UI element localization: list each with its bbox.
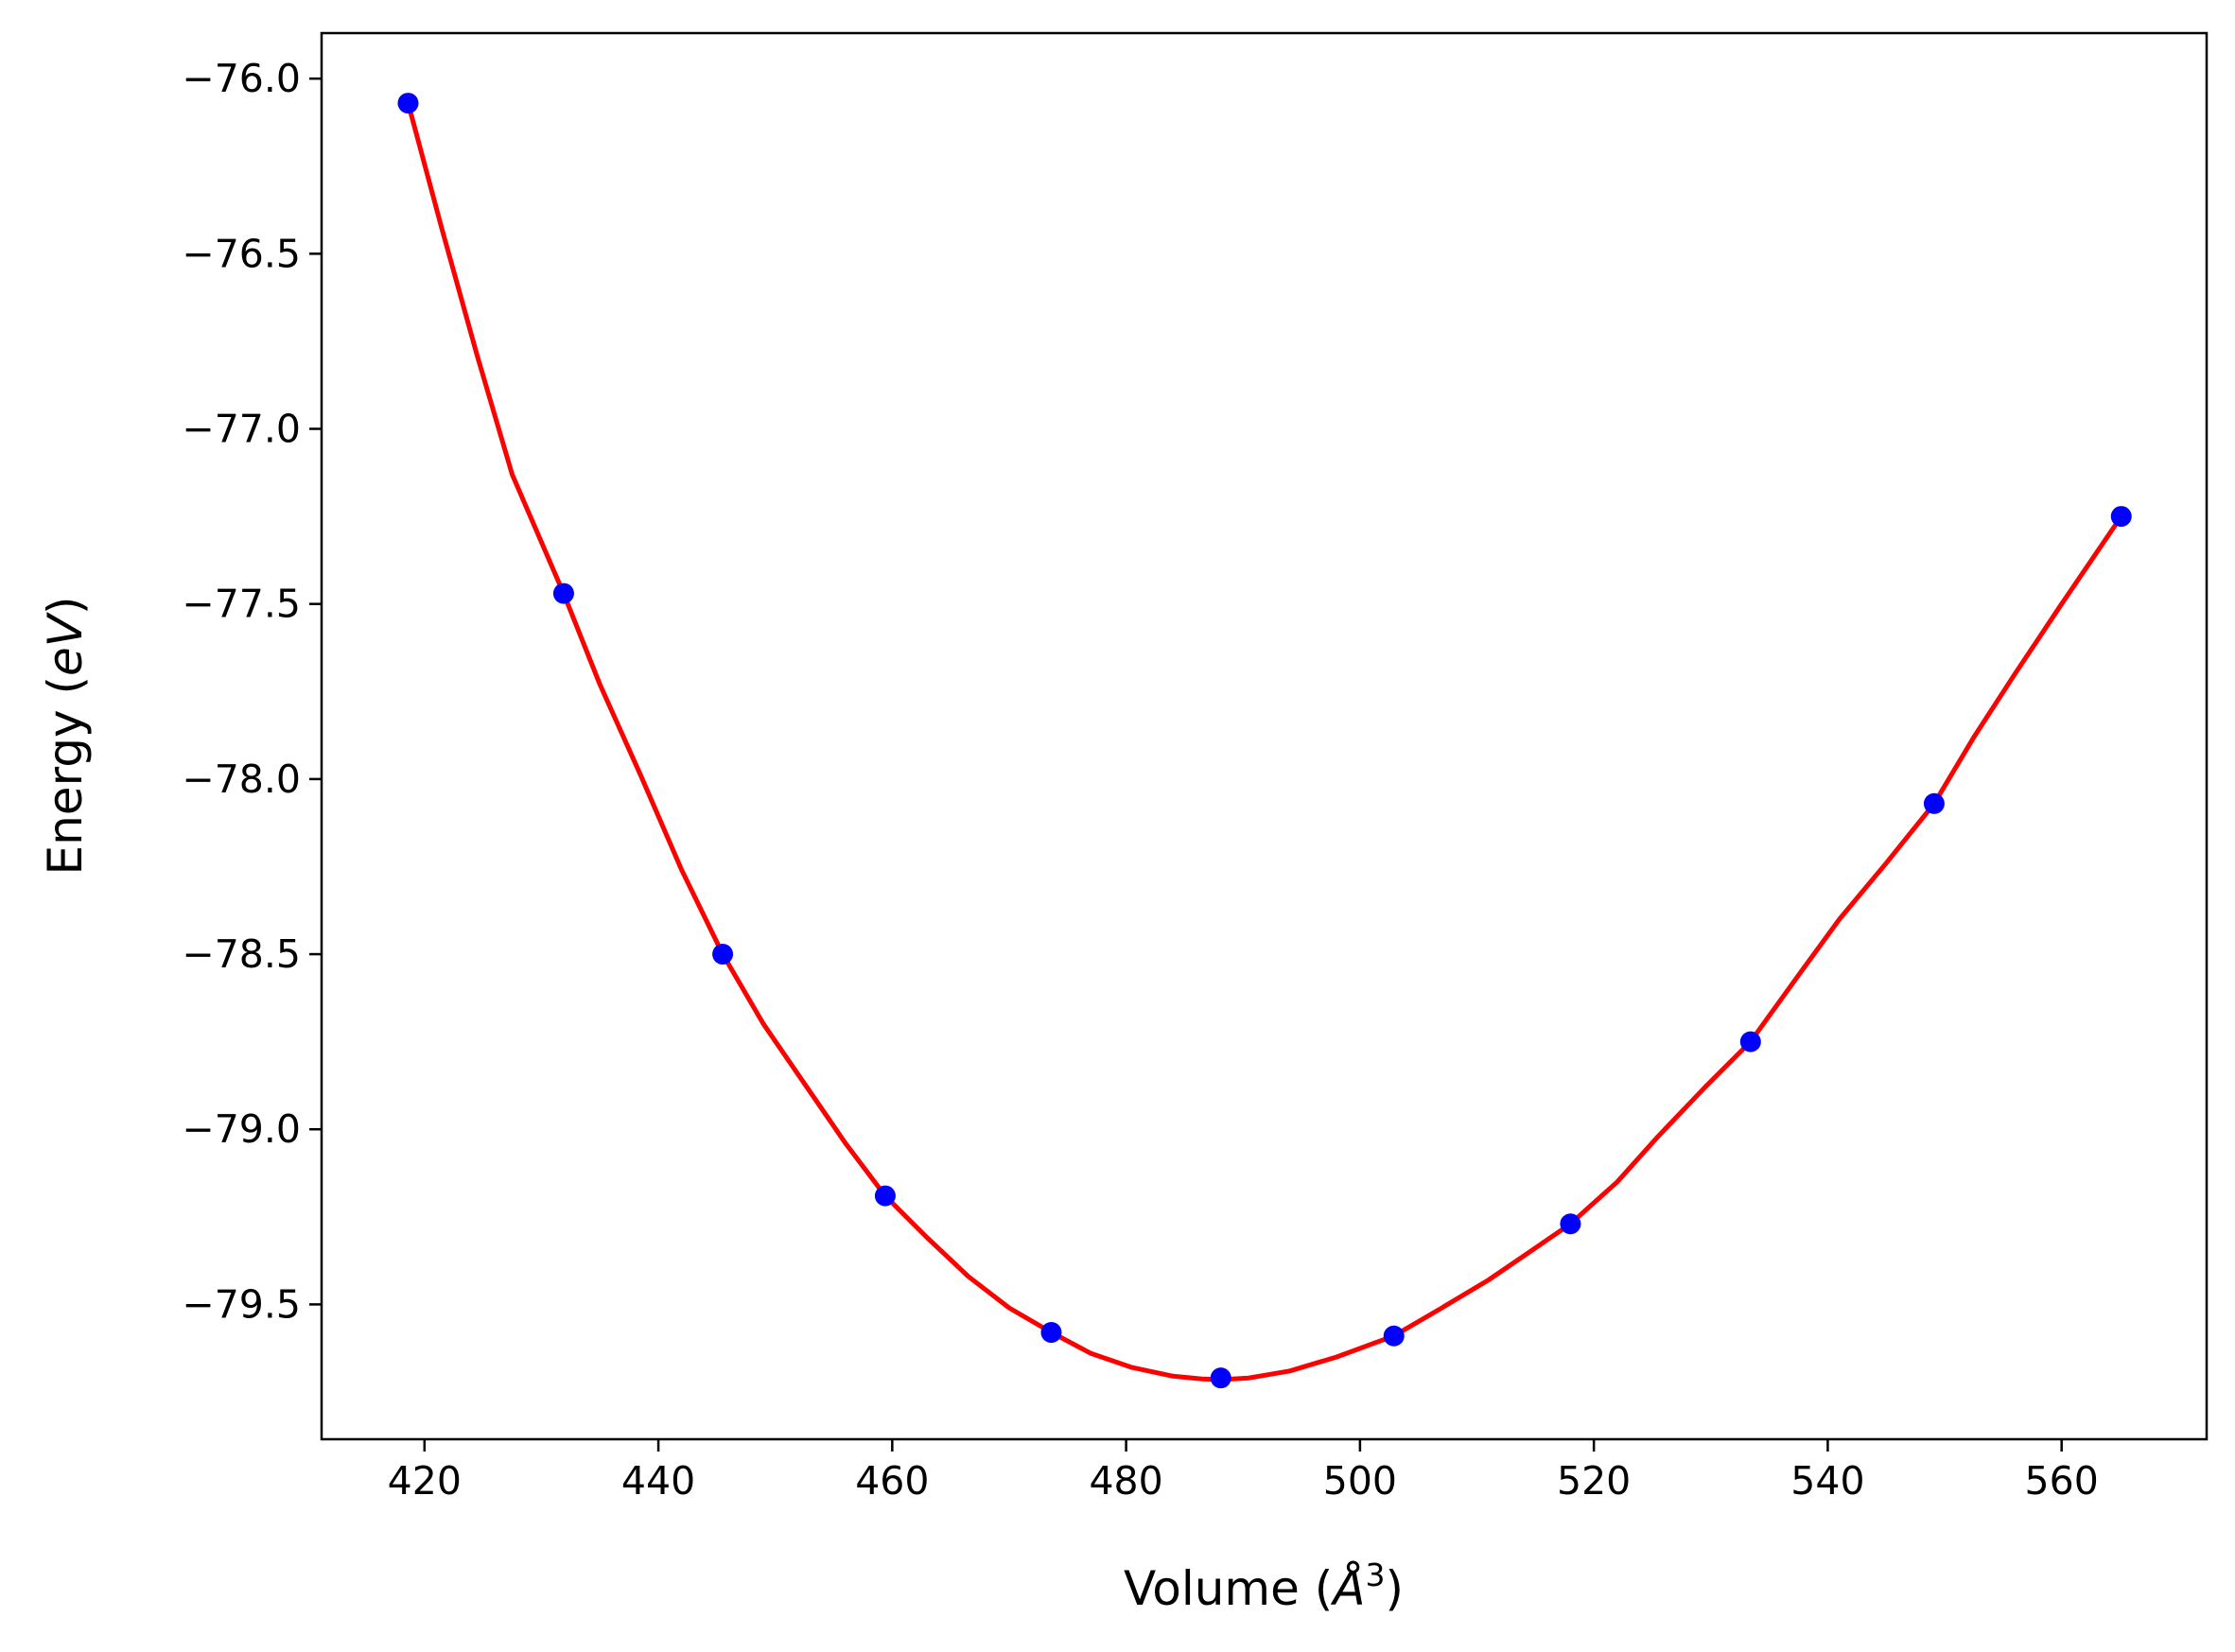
- y-tick-label: −78.0: [182, 756, 301, 802]
- y-axis: −76.0 −76.5 −77.0 −77.5 −78.0 −78.5 −79.0 −79.5: [182, 56, 322, 1327]
- data-point: [1560, 1213, 1581, 1235]
- data-point: [1923, 792, 1945, 814]
- x-axis-label: Volume (Å3): [1124, 1556, 1404, 1616]
- data-point: [397, 93, 419, 114]
- data-point: [712, 944, 734, 965]
- x-tick-label: 520: [1557, 1458, 1631, 1504]
- y-tick-label: −76.0: [182, 56, 301, 101]
- plot-area: [397, 93, 2132, 1389]
- y-tick-label: −78.5: [182, 931, 301, 977]
- y-tick-label: −77.5: [182, 582, 301, 627]
- x-tick-label: 420: [388, 1458, 462, 1504]
- data-point: [1210, 1367, 1231, 1389]
- y-tick-label: −79.5: [182, 1281, 301, 1327]
- x-tick-label: 440: [621, 1458, 695, 1504]
- x-tick-label: 500: [1323, 1458, 1397, 1504]
- data-point: [1383, 1325, 1405, 1347]
- x-tick-label: 460: [855, 1458, 929, 1504]
- y-tick-label: −77.0: [182, 407, 301, 452]
- data-point: [1040, 1322, 1062, 1344]
- y-tick-label: −79.0: [182, 1106, 301, 1152]
- axes-frame: [320, 31, 2209, 1441]
- x-tick-label: 480: [1089, 1458, 1162, 1504]
- x-tick-label: 540: [1790, 1458, 1864, 1504]
- y-tick-label: −76.5: [182, 231, 301, 276]
- data-point: [2110, 506, 2132, 528]
- data-point: [552, 583, 574, 604]
- y-axis-label: Energy (eV): [38, 597, 93, 876]
- data-point: [1739, 1031, 1761, 1052]
- data-point: [874, 1185, 896, 1207]
- x-tick-label: 560: [2025, 1458, 2099, 1504]
- x-axis: 420 440 460 480 500 520 540 560: [388, 1439, 2099, 1504]
